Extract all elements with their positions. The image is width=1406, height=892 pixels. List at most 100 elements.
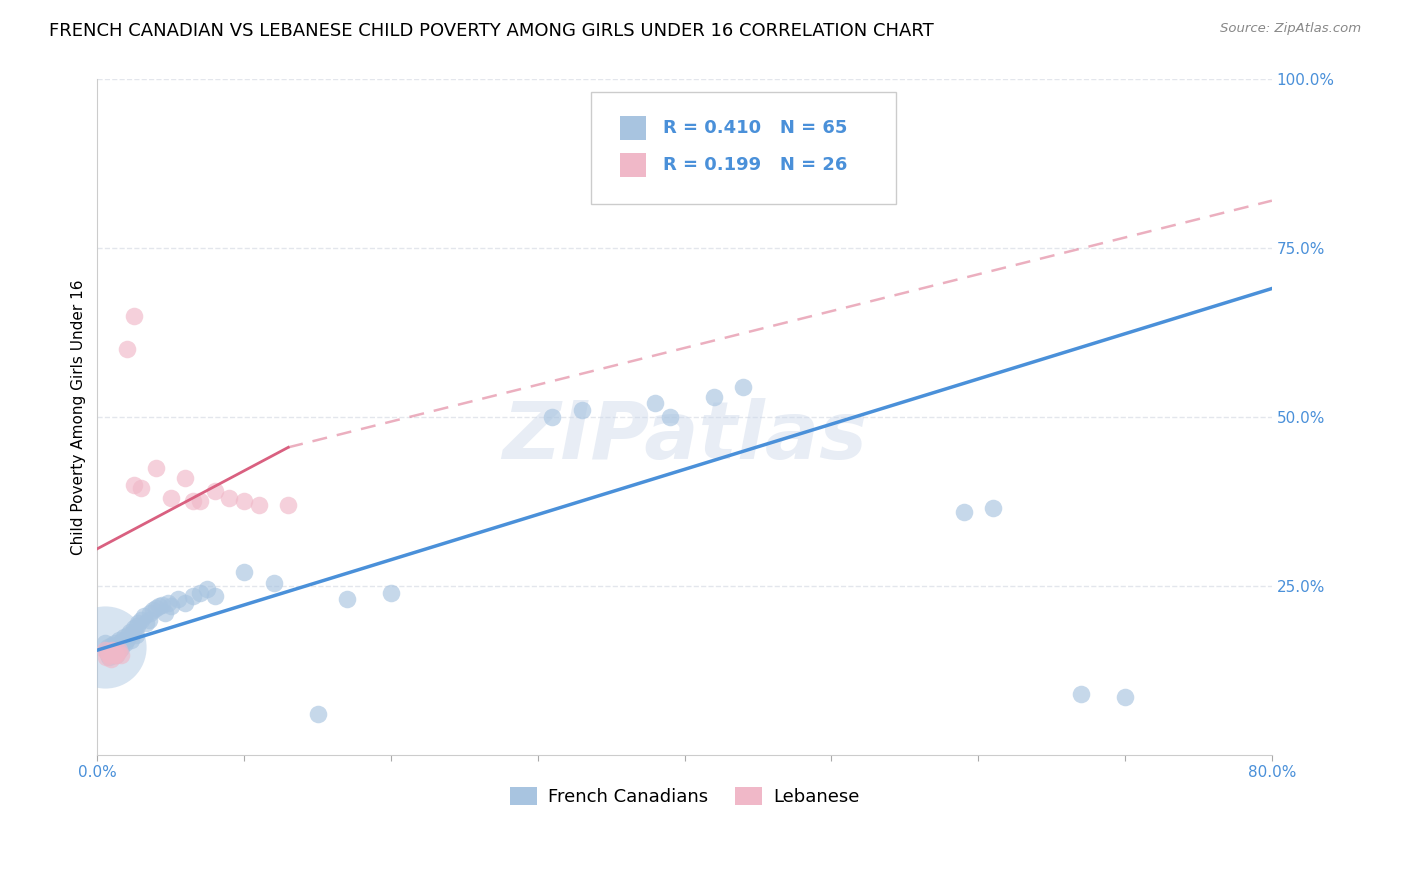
Point xyxy=(703,390,725,404)
Point xyxy=(233,566,256,580)
Point xyxy=(98,649,121,664)
FancyBboxPatch shape xyxy=(591,93,896,204)
Point xyxy=(121,626,143,640)
Point xyxy=(644,396,666,410)
Point xyxy=(104,636,127,650)
Point xyxy=(108,643,131,657)
Point xyxy=(110,648,132,662)
Point xyxy=(96,643,118,657)
Point xyxy=(380,585,402,599)
Text: FRENCH CANADIAN VS LEBANESE CHILD POVERTY AMONG GIRLS UNDER 16 CORRELATION CHART: FRENCH CANADIAN VS LEBANESE CHILD POVERT… xyxy=(49,22,934,40)
Point xyxy=(658,409,681,424)
Point xyxy=(100,652,122,666)
Point xyxy=(733,379,755,393)
Point xyxy=(105,648,128,662)
Point xyxy=(188,585,211,599)
Point xyxy=(97,640,120,654)
Point xyxy=(233,494,256,508)
Point xyxy=(174,471,197,485)
Point xyxy=(111,634,134,648)
Point xyxy=(204,484,226,499)
Point xyxy=(131,481,153,495)
Point xyxy=(98,643,121,657)
Point xyxy=(1070,687,1092,701)
Point xyxy=(122,309,145,323)
Point xyxy=(263,575,285,590)
Point xyxy=(159,491,181,505)
Point xyxy=(110,641,132,656)
Y-axis label: Child Poverty Among Girls Under 16: Child Poverty Among Girls Under 16 xyxy=(72,279,86,555)
Point xyxy=(117,627,139,641)
Point xyxy=(952,505,974,519)
Point xyxy=(131,613,153,627)
Point xyxy=(108,643,131,657)
Point xyxy=(93,636,115,650)
Point xyxy=(218,491,240,505)
Point xyxy=(107,639,129,653)
Point xyxy=(103,640,125,654)
Point xyxy=(122,477,145,491)
Point xyxy=(145,460,167,475)
Point xyxy=(93,643,115,657)
Point xyxy=(122,621,145,635)
Point xyxy=(103,647,125,661)
Point xyxy=(571,403,593,417)
Point xyxy=(247,498,270,512)
Point xyxy=(127,616,149,631)
Point xyxy=(97,647,120,661)
Point xyxy=(104,647,127,661)
Point xyxy=(138,613,160,627)
Point xyxy=(97,647,120,661)
Point xyxy=(101,643,124,657)
Point xyxy=(204,589,226,603)
Text: Source: ZipAtlas.com: Source: ZipAtlas.com xyxy=(1220,22,1361,36)
Point xyxy=(105,641,128,656)
Point xyxy=(142,602,165,616)
Text: R = 0.199   N = 26: R = 0.199 N = 26 xyxy=(664,156,848,174)
Point xyxy=(277,498,299,512)
Point xyxy=(96,649,118,664)
Point xyxy=(104,643,127,657)
Point xyxy=(118,624,141,639)
Point xyxy=(101,645,124,659)
Point xyxy=(105,648,128,662)
Point xyxy=(150,598,173,612)
Point xyxy=(101,639,124,653)
Point xyxy=(135,616,157,631)
Point xyxy=(336,592,359,607)
Point xyxy=(115,632,138,646)
Point xyxy=(541,409,564,424)
Point xyxy=(181,589,204,603)
Point xyxy=(134,609,156,624)
Point xyxy=(103,648,125,662)
Point xyxy=(1114,690,1136,705)
Point xyxy=(153,606,176,620)
Point xyxy=(197,582,219,597)
Legend: French Canadians, Lebanese: French Canadians, Lebanese xyxy=(503,780,866,814)
Point xyxy=(100,641,122,656)
Point xyxy=(93,640,115,654)
Point xyxy=(159,599,181,614)
Point xyxy=(174,596,197,610)
Point xyxy=(112,630,135,644)
Text: ZIPatlas: ZIPatlas xyxy=(502,398,868,476)
Point xyxy=(139,606,162,620)
Point xyxy=(124,627,146,641)
Point xyxy=(981,501,1004,516)
Point xyxy=(148,599,170,614)
Point xyxy=(156,596,179,610)
Point xyxy=(307,707,329,722)
Point xyxy=(107,645,129,659)
Point xyxy=(100,648,122,662)
Point xyxy=(125,619,148,633)
Point xyxy=(115,343,138,357)
Point xyxy=(145,600,167,615)
Point xyxy=(98,648,121,662)
Point xyxy=(167,592,190,607)
FancyBboxPatch shape xyxy=(620,116,645,140)
Point xyxy=(120,632,142,647)
FancyBboxPatch shape xyxy=(620,153,645,177)
Point xyxy=(108,632,131,647)
Point xyxy=(114,636,136,650)
Point xyxy=(188,494,211,508)
